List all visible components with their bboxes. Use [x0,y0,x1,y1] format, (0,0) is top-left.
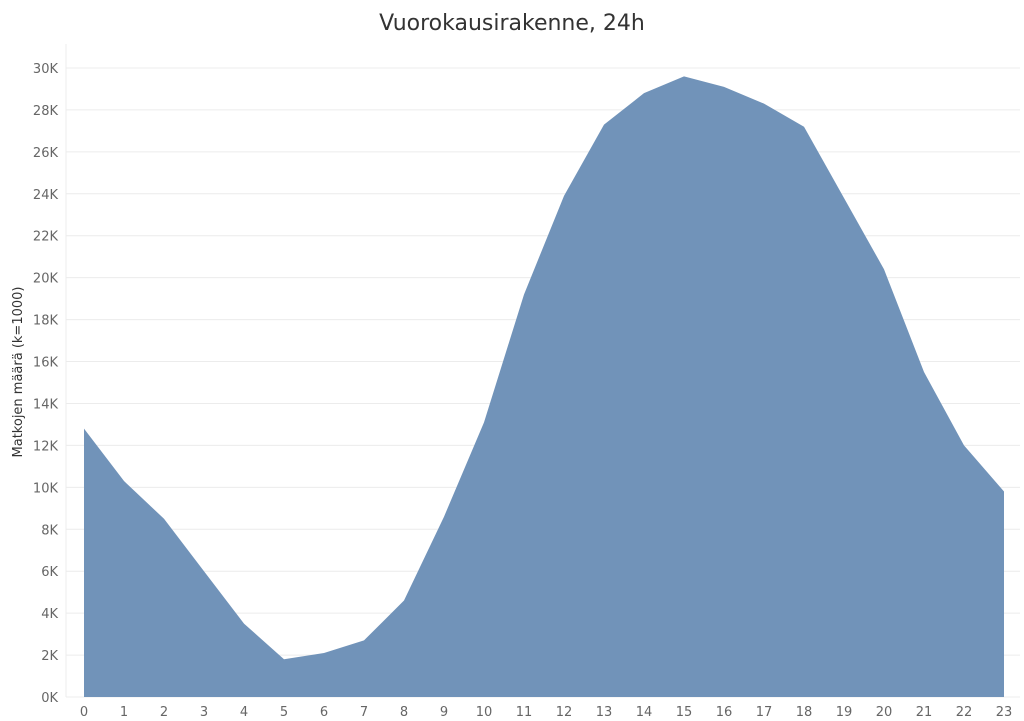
x-tick-label: 18 [796,705,813,720]
y-tick-label: 10K [33,481,59,496]
x-tick-label: 19 [836,705,853,720]
x-axis-ticks: 0 1 2 3 4 5 6 7 8 9 10 11 12 13 14 15 16 17 18 19 20 21 22 23 [80,705,1012,720]
y-tick-label: 12K [33,439,59,454]
y-tick-label: 20K [33,272,59,287]
x-tick-label: 0 [80,705,88,720]
x-tick-label: 3 [200,705,208,720]
y-tick-label: 0K [41,691,58,706]
x-tick-label: 17 [756,705,773,720]
y-axis-label: Matkojen määrä (k=1000) [11,287,26,458]
x-tick-label: 13 [596,705,613,720]
y-axis-ticks: 0K 2K 4K 6K 8K 10K 12K 14K 16K 18K 20K 22K 24K 26K 28K… [33,62,59,706]
x-tick-label: 2 [160,705,168,720]
chart-title: Vuorokausirakenne, 24h [379,11,645,36]
x-tick-label: 16 [716,705,733,720]
y-tick-label: 8K [41,523,58,538]
y-tick-label: 30K [33,62,59,77]
y-tick-label: 18K [33,314,59,329]
x-tick-label: 5 [280,705,288,720]
y-tick-label: 24K [33,188,59,203]
x-tick-label: 1 [120,705,128,720]
x-tick-label: 6 [320,705,328,720]
x-tick-label: 12 [556,705,573,720]
x-tick-label: 20 [876,705,893,720]
y-tick-label: 16K [33,356,59,371]
x-tick-label: 14 [636,705,653,720]
x-tick-label: 8 [400,705,408,720]
x-tick-label: 4 [240,705,248,720]
x-tick-label: 11 [516,705,533,720]
x-tick-label: 21 [916,705,933,720]
x-tick-label: 7 [360,705,368,720]
x-tick-label: 22 [956,705,973,720]
x-tick-label: 9 [440,705,448,720]
area-fill [84,76,1004,697]
x-tick-label: 15 [676,705,693,720]
y-tick-label: 4K [41,607,58,622]
y-tick-label: 2K [41,649,58,664]
area-series [84,76,1004,697]
x-tick-label: 23 [996,705,1013,720]
y-tick-label: 26K [33,146,59,161]
y-tick-label: 14K [33,397,59,412]
x-tick-label: 10 [476,705,493,720]
y-tick-label: 22K [33,230,59,245]
y-tick-label: 6K [41,565,58,580]
y-tick-label: 28K [33,104,59,119]
